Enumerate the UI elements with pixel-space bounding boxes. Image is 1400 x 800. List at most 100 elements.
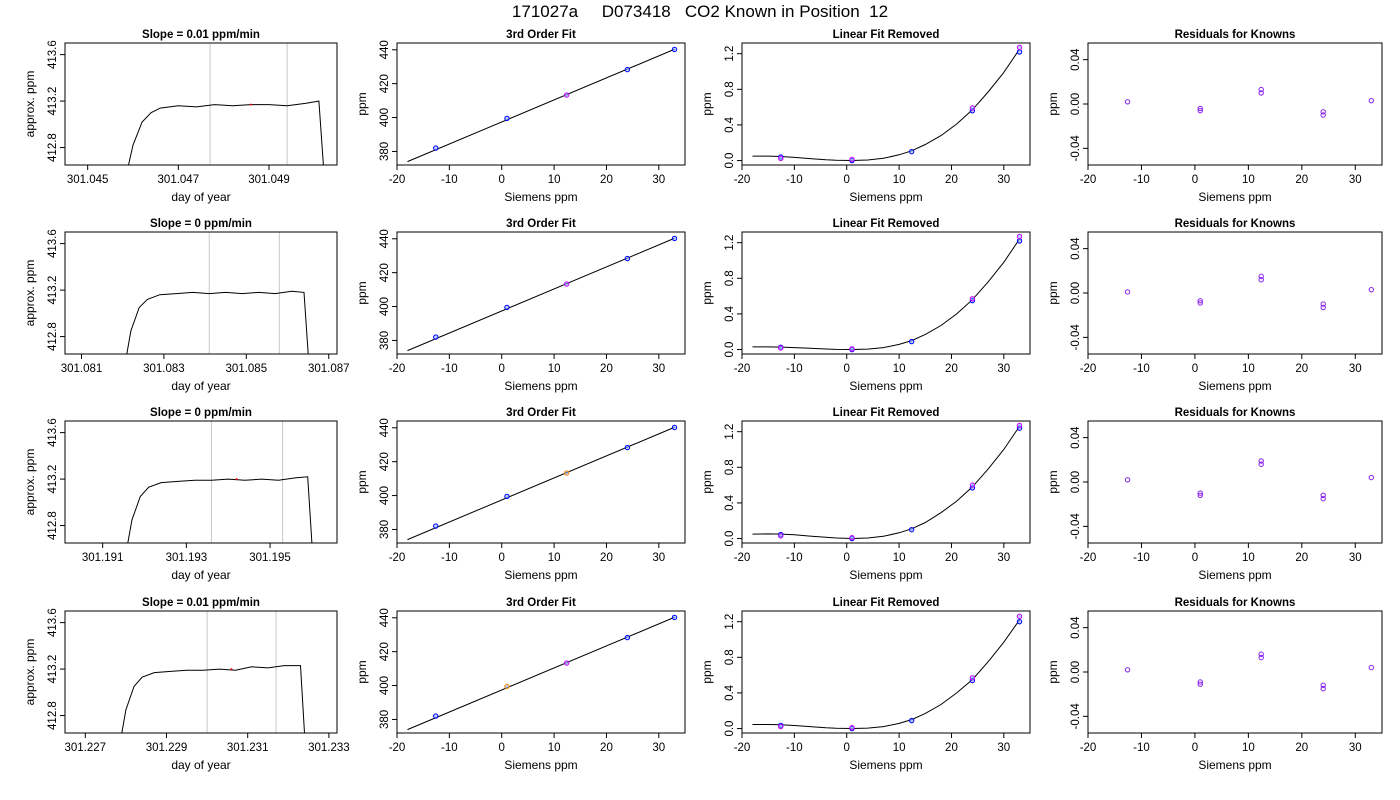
y-tick-label: 1.2 — [724, 614, 736, 630]
x-tick-label: -10 — [1133, 363, 1150, 375]
data-point — [1197, 107, 1203, 114]
plot-frame — [741, 420, 1031, 544]
y-tick-label: 400 — [379, 676, 391, 695]
y-tick-label: 413.6 — [47, 418, 59, 447]
plot-frame — [741, 610, 1031, 734]
data-point — [1016, 618, 1023, 625]
y-tick-label: 400 — [379, 486, 391, 505]
y-tick-label: 440 — [379, 608, 391, 627]
y-tick-label: 412.8 — [47, 322, 59, 351]
panel-linear_removed-row1: -20 -10 0 10 20 30 0.0 0.4 0.8 1.2 Linear Fit Remo… — [700, 218, 1031, 393]
y-axis-label: ppm — [1046, 660, 1060, 683]
data-point — [1016, 422, 1023, 429]
panel-title: Residuals for Knowns — [1175, 29, 1296, 41]
fit-line — [407, 48, 675, 163]
x-axis-label: Siemens ppm — [504, 568, 577, 582]
x-tick-label: 10 — [893, 552, 906, 564]
panel-residuals-row3: -20 -10 0 10 20 30 -0.04 0.00 0.04 Residuals for … — [1046, 597, 1383, 772]
plot-frame — [396, 42, 686, 166]
data-point — [1320, 304, 1326, 311]
y-axis-label: approx. ppm — [23, 71, 37, 138]
x-tick-label: 30 — [997, 363, 1010, 375]
y-tick-label: 380 — [379, 142, 391, 161]
x-tick-label: 10 — [893, 363, 906, 375]
panel-title: Slope = 0 ppm/min — [150, 218, 252, 230]
x-tick-label: 10 — [1242, 174, 1255, 186]
data-point — [1320, 492, 1326, 499]
y-tick-label: 413.6 — [47, 40, 59, 69]
panel-timeseries-row0: 301.045 301.047 301.049 412.8 413.2 413.6 Slop… — [23, 29, 338, 204]
data-point — [778, 155, 784, 162]
y-tick-label: 0.04 — [1070, 616, 1082, 639]
y-tick-label: 412.8 — [47, 133, 59, 162]
data-point — [1258, 90, 1264, 96]
panel-title: Slope = 0 ppm/min — [150, 407, 252, 419]
x-tick-label: 301.087 — [308, 363, 350, 375]
data-point — [1368, 474, 1375, 481]
x-axis-label: Siemens ppm — [504, 190, 577, 204]
data-point — [1368, 97, 1375, 104]
data-point — [563, 660, 570, 666]
x-tick-label: 30 — [1349, 363, 1362, 375]
y-tick-label: 413.6 — [47, 229, 59, 258]
x-tick-label: -20 — [734, 552, 751, 564]
data-point — [1016, 49, 1023, 55]
concentration-trace — [126, 290, 309, 354]
y-tick-label: 413.2 — [47, 276, 59, 305]
y-axis-label: approx. ppm — [23, 639, 37, 706]
y-tick-label: 0.0 — [724, 721, 736, 737]
data-point — [778, 345, 784, 351]
y-tick-label: 420 — [379, 452, 391, 471]
x-axis-label: Siemens ppm — [1198, 190, 1271, 204]
y-tick-label: 0.8 — [724, 649, 736, 665]
y-tick-label: -0.04 — [1070, 513, 1082, 540]
data-point — [504, 683, 510, 690]
data-point — [1258, 461, 1264, 467]
panel-title: Linear Fit Removed — [833, 407, 940, 419]
x-tick-label: 20 — [600, 174, 613, 186]
data-point — [433, 523, 439, 529]
x-tick-label: -20 — [1080, 363, 1097, 375]
x-tick-label: -10 — [786, 742, 803, 754]
data-point — [563, 92, 570, 98]
data-point — [1016, 238, 1023, 244]
y-axis-label: ppm — [355, 92, 369, 115]
x-tick-label: 20 — [600, 552, 613, 564]
panel-title: Residuals for Knowns — [1175, 407, 1296, 419]
x-tick-label: 30 — [652, 363, 665, 375]
x-tick-label: -20 — [389, 552, 406, 564]
plot-frame — [64, 420, 338, 544]
y-tick-label: 0.00 — [1070, 282, 1082, 304]
y-tick-label: 0.00 — [1070, 661, 1082, 683]
y-axis-label: ppm — [700, 281, 714, 304]
x-tick-label: 10 — [548, 742, 561, 754]
x-tick-label: 30 — [997, 174, 1010, 186]
data-point — [1258, 86, 1264, 93]
x-tick-label: 301.227 — [65, 742, 107, 754]
y-tick-label: 0.4 — [724, 684, 736, 701]
data-point — [1368, 286, 1375, 293]
data-point — [1258, 654, 1264, 661]
plot-frame — [1087, 420, 1383, 544]
data-point — [1124, 99, 1131, 105]
y-tick-label: 420 — [379, 74, 391, 93]
data-point — [1124, 289, 1131, 295]
plot-frame — [1087, 231, 1383, 355]
data-point — [433, 713, 439, 719]
x-tick-label: 20 — [945, 552, 958, 564]
x-tick-label: -10 — [786, 174, 803, 186]
y-tick-label: 413.2 — [47, 465, 59, 494]
x-tick-label: -20 — [1080, 742, 1097, 754]
y-tick-label: 413.6 — [47, 608, 59, 637]
data-point — [849, 346, 855, 352]
x-tick-label: -10 — [1133, 552, 1150, 564]
trace-marker — [249, 103, 252, 106]
data-point — [1258, 273, 1264, 280]
panel-residuals-row0: -20 -10 0 10 20 30 -0.04 0.00 0.04 Residuals for … — [1046, 29, 1383, 204]
y-tick-label: 412.8 — [47, 701, 59, 730]
page-title: 171027a D073418 CO2 Known in Position 12 — [511, 2, 889, 21]
y-tick-label: 440 — [379, 418, 391, 437]
x-tick-label: 0 — [844, 363, 850, 375]
concentration-trace — [127, 476, 313, 543]
x-tick-label: 301.045 — [67, 174, 109, 186]
